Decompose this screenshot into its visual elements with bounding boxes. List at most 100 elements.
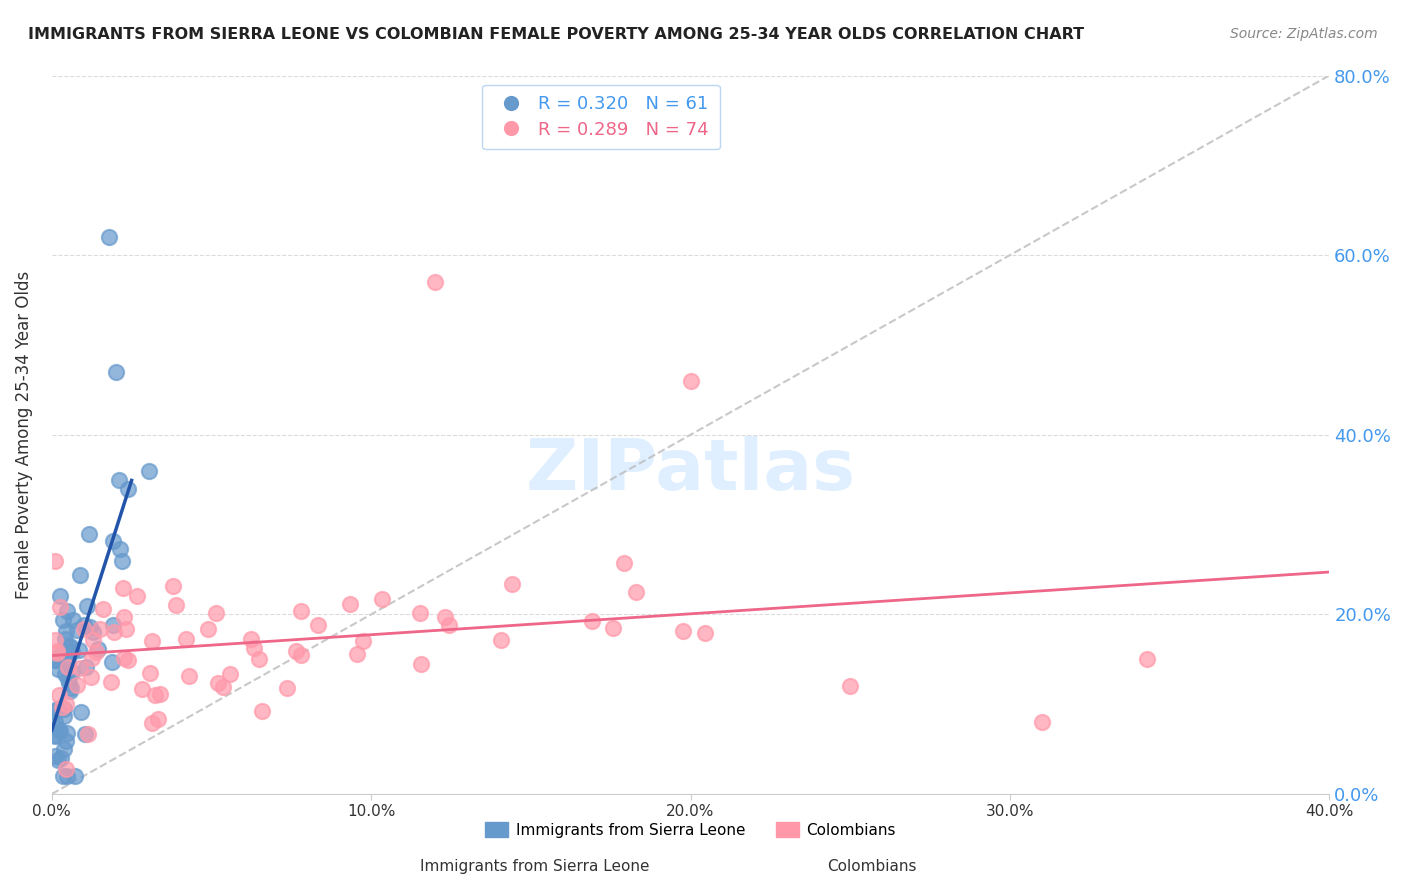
Point — [44, 653, 66, 667]
Point — [141, 716, 163, 731]
Point — [66, 624, 89, 638]
Point — [89, 622, 111, 636]
Point — [79, 620, 101, 634]
Point — [308, 617, 330, 632]
Point — [55, 667, 77, 681]
Point — [112, 610, 135, 624]
Text: IMMIGRANTS FROM SIERRA LEONE VS COLOMBIAN FEMALE POVERTY AMONG 25-34 YEAR OLDS C: IMMIGRANTS FROM SIERRA LEONE VS COLOMBIA… — [28, 27, 1084, 42]
Point — [46, 643, 69, 657]
Point — [52, 702, 75, 716]
Point — [86, 645, 108, 659]
Point — [44, 714, 66, 729]
Point — [55, 654, 77, 668]
Point — [73, 617, 96, 632]
Point — [437, 618, 460, 632]
Point — [581, 615, 603, 629]
Point — [55, 762, 77, 776]
Point — [93, 602, 115, 616]
Point — [352, 634, 374, 648]
Y-axis label: Female Poverty Among 25-34 Year Olds: Female Poverty Among 25-34 Year Olds — [15, 270, 32, 599]
Point — [55, 698, 77, 712]
Point — [108, 473, 131, 487]
Point — [49, 599, 72, 614]
Point — [501, 577, 523, 591]
Point — [59, 681, 82, 695]
Point — [46, 722, 69, 736]
Point — [240, 632, 263, 646]
Point — [66, 678, 89, 692]
Text: Source: ZipAtlas.com: Source: ZipAtlas.com — [1230, 27, 1378, 41]
Point — [491, 633, 513, 648]
Point — [58, 639, 80, 653]
Point — [98, 230, 121, 244]
Point — [82, 633, 104, 648]
Point — [44, 653, 66, 667]
Point — [101, 655, 124, 669]
Point — [59, 640, 82, 655]
Point — [112, 651, 135, 665]
Point — [290, 648, 312, 662]
Point — [44, 729, 66, 743]
Point — [138, 665, 160, 680]
Point — [75, 659, 97, 673]
Point — [46, 753, 69, 767]
Point — [111, 581, 134, 595]
Point — [45, 702, 67, 716]
Point — [80, 670, 103, 684]
Point — [69, 567, 91, 582]
Point — [243, 640, 266, 655]
Point — [100, 674, 122, 689]
Point — [103, 624, 125, 639]
Point — [52, 708, 75, 723]
Point — [131, 682, 153, 697]
Point — [174, 632, 197, 647]
Text: ZIPatlas: ZIPatlas — [526, 436, 856, 505]
Point — [51, 700, 73, 714]
Point — [44, 632, 66, 647]
Point — [56, 604, 79, 618]
Point — [48, 662, 70, 676]
Point — [602, 621, 624, 635]
Point — [73, 727, 96, 741]
Point — [77, 526, 100, 541]
Point — [370, 592, 392, 607]
Point — [49, 648, 72, 662]
Point — [1136, 652, 1159, 666]
Point — [69, 705, 91, 719]
Point — [44, 554, 66, 568]
Point — [247, 651, 270, 665]
Point — [219, 667, 242, 681]
Point — [839, 679, 862, 693]
Point — [62, 613, 84, 627]
Point — [285, 644, 308, 658]
Point — [58, 660, 80, 674]
Point — [117, 482, 139, 496]
Point — [60, 665, 83, 679]
Point — [73, 622, 96, 636]
Point — [423, 275, 446, 289]
Point — [82, 625, 104, 640]
Point — [276, 681, 298, 696]
Point — [63, 769, 86, 783]
Point — [146, 712, 169, 726]
Point — [76, 599, 98, 614]
Point — [49, 723, 72, 738]
Point — [177, 669, 200, 683]
Text: Immigrants from Sierra Leone: Immigrants from Sierra Leone — [419, 859, 650, 874]
Point — [56, 672, 79, 686]
Point — [58, 684, 80, 698]
Legend: Immigrants from Sierra Leone, Colombians: Immigrants from Sierra Leone, Colombians — [479, 815, 903, 844]
Point — [52, 769, 75, 783]
Point — [695, 625, 717, 640]
Point — [138, 464, 160, 478]
Point — [679, 374, 702, 388]
Point — [141, 633, 163, 648]
Point — [51, 751, 73, 765]
Point — [52, 613, 75, 627]
Point — [346, 648, 368, 662]
Point — [143, 688, 166, 702]
Point — [613, 556, 636, 570]
Point — [434, 610, 457, 624]
Point — [409, 657, 432, 672]
Point — [114, 623, 136, 637]
